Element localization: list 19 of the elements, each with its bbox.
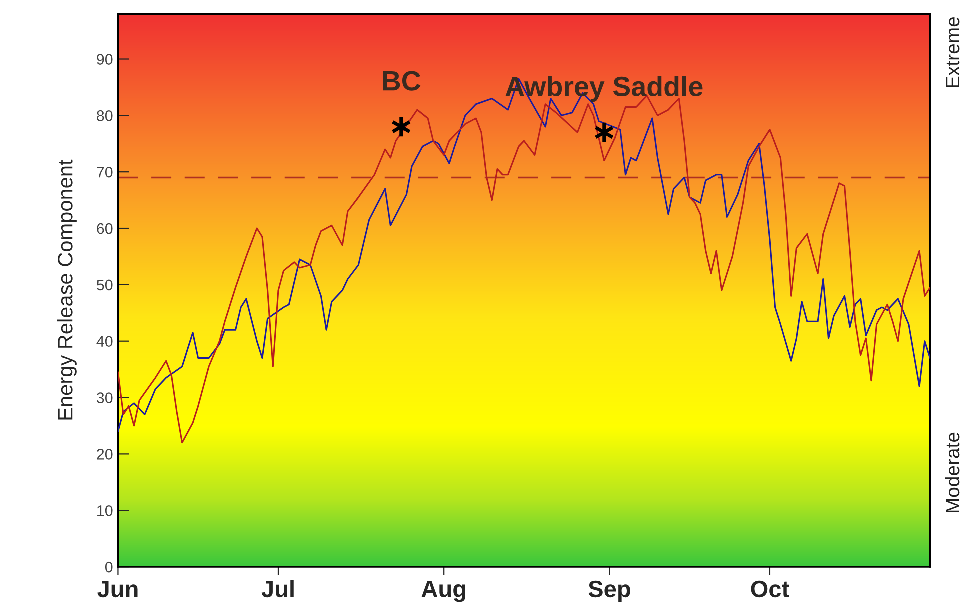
- text: Extreme: [946, 17, 960, 88]
- x-tick-label: Jul: [262, 580, 294, 598]
- annotation: BC: [383, 71, 421, 91]
- y-tick-label: 60: [97, 223, 113, 234]
- y-tick-label: 70: [97, 166, 113, 178]
- x-tick-label: Sep: [588, 580, 630, 602]
- x-tick-label: Aug: [422, 580, 466, 602]
- y-tick-label: 10: [98, 505, 113, 516]
- y-tick-label: 50: [96, 280, 113, 291]
- y-tick-label: 30: [96, 392, 113, 404]
- x-tick-label: Oct: [751, 580, 790, 598]
- y-tick-label: 20: [97, 449, 113, 460]
- y-tick-label: 80: [97, 110, 113, 122]
- text: Moderate: [945, 432, 960, 513]
- y-axis-title: Energy Release Component: [58, 160, 77, 420]
- y-tick-label: 90: [97, 54, 113, 65]
- x-tick-label: Jun: [98, 581, 138, 598]
- y-tick-label: 0: [105, 562, 113, 573]
- y-tick-label: 40: [96, 336, 113, 348]
